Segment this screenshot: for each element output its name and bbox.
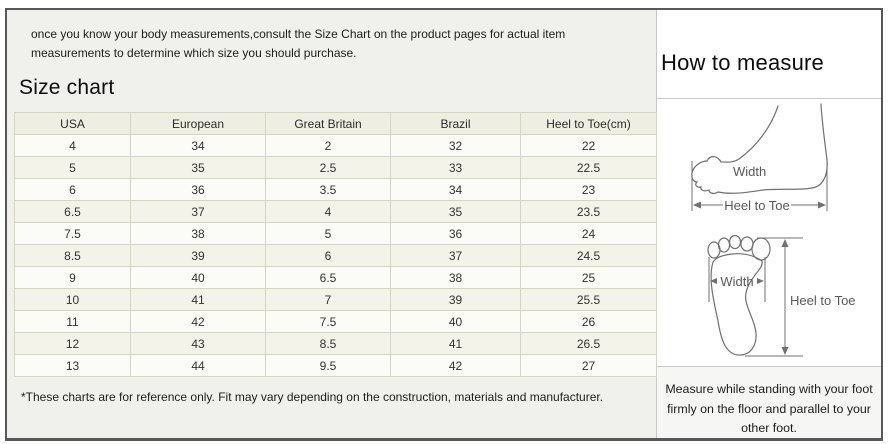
reference-footnote: *These charts are for reference only. Fi… — [21, 390, 604, 405]
size-cell: 12 — [14, 332, 131, 356]
size-cell: 9 — [14, 266, 131, 290]
size-chart-title: Size chart — [19, 76, 115, 100]
size-cell: 4 — [265, 200, 391, 224]
side-view-heel-to-toe-arrow — [691, 161, 828, 212]
footprint-heel-to-toe-arrow — [745, 237, 803, 357]
size-cell: 11 — [14, 310, 131, 334]
size-table-row: 8.5 39 6 37 24.5 — [14, 244, 657, 268]
size-cell: 38 — [130, 222, 266, 246]
size-cell: 35 — [390, 200, 521, 224]
size-cell: 22 — [520, 134, 657, 158]
foot-side-view-drawing — [691, 103, 828, 195]
size-cell: 9.5 — [265, 354, 391, 378]
size-cell: 39 — [390, 288, 521, 312]
size-cell: 7.5 — [265, 310, 391, 334]
size-table: USA European Great Britain Brazil Heel to To… — [14, 112, 657, 378]
size-cell: 23.5 — [520, 200, 657, 224]
size-table-body: 4 34 2 32 22 5 35 2.5 33 22.5 6 36 3.5 34 23 6.5 37 4 35 23… — [14, 134, 657, 378]
size-cell: 42 — [390, 354, 521, 378]
footprint-width-arrow — [708, 257, 766, 303]
size-cell: 6 — [14, 178, 131, 202]
size-cell: 26 — [520, 310, 657, 334]
size-cell: 25.5 — [520, 288, 657, 312]
measure-instruction-note: Measure while standing with your foot fi… — [657, 367, 881, 438]
size-cell: 2.5 — [265, 156, 391, 180]
size-table-row: 12 43 8.5 41 26.5 — [14, 332, 657, 356]
size-table-row: 6 36 3.5 34 23 — [14, 178, 657, 202]
side-view-heel-to-toe-label: Heel to Toe — [724, 198, 790, 213]
size-cell: 35 — [130, 156, 266, 180]
measurement-diagrams: Width Heel to Toe — [657, 99, 881, 368]
size-table-row: 10 41 7 39 25.5 — [14, 288, 657, 312]
size-cell: 24 — [520, 222, 657, 246]
size-cell: 26.5 — [520, 332, 657, 356]
size-cell: 41 — [390, 332, 521, 356]
how-to-measure-title: How to measure — [661, 50, 824, 75]
size-column-header: Heel to Toe(cm) — [520, 112, 657, 136]
size-table-row: 4 34 2 32 22 — [14, 134, 657, 158]
size-cell: 2 — [265, 134, 391, 158]
side-view-width-label: Width — [733, 164, 766, 179]
size-cell: 13 — [14, 354, 131, 378]
size-cell: 23 — [520, 178, 657, 202]
size-cell: 40 — [390, 310, 521, 334]
size-column-header: European — [130, 112, 266, 136]
size-table-row: 11 42 7.5 40 26 — [14, 310, 657, 334]
size-table-row: 9 40 6.5 38 25 — [14, 266, 657, 290]
footprint-drawing — [707, 235, 771, 356]
size-cell: 25 — [520, 266, 657, 290]
size-cell: 27 — [520, 354, 657, 378]
size-chart-section: once you know your body measurements,con… — [7, 10, 657, 438]
size-cell: 24.5 — [520, 244, 657, 268]
size-cell: 10 — [14, 288, 131, 312]
size-table-row: 6.5 37 4 35 23.5 — [14, 200, 657, 224]
size-cell: 7 — [265, 288, 391, 312]
size-column-header: USA — [14, 112, 131, 136]
size-table-row: 13 44 9.5 42 27 — [14, 354, 657, 378]
size-cell: 22.5 — [520, 156, 657, 180]
size-cell: 5 — [265, 222, 391, 246]
size-cell: 34 — [390, 178, 521, 202]
size-cell: 37 — [130, 200, 266, 224]
how-to-measure-header: How to measure — [657, 10, 881, 100]
size-cell: 7.5 — [14, 222, 131, 246]
size-cell: 8.5 — [14, 244, 131, 268]
size-cell: 44 — [130, 354, 266, 378]
footprint-heel-to-toe-label: Heel to Toe — [790, 293, 856, 308]
size-column-header: Great Britain — [265, 112, 391, 136]
intro-text: once you know your body measurements,con… — [31, 27, 566, 61]
size-cell: 6.5 — [14, 200, 131, 224]
size-cell: 39 — [130, 244, 266, 268]
size-column-header: Brazil — [390, 112, 521, 136]
size-cell: 4 — [14, 134, 131, 158]
size-cell: 33 — [390, 156, 521, 180]
size-cell: 8.5 — [265, 332, 391, 356]
size-cell: 37 — [390, 244, 521, 268]
size-cell: 42 — [130, 310, 266, 334]
size-cell: 6.5 — [265, 266, 391, 290]
size-cell: 36 — [390, 222, 521, 246]
size-cell: 43 — [130, 332, 266, 356]
foot-measurement-illustration: Width Heel to Toe — [691, 103, 856, 357]
size-cell: 5 — [14, 156, 131, 180]
size-cell: 6 — [265, 244, 391, 268]
size-table-header: USA European Great Britain Brazil Heel to To… — [14, 112, 657, 136]
size-guide-panel: once you know your body measurements,con… — [5, 8, 883, 441]
size-cell: 3.5 — [265, 178, 391, 202]
how-to-measure-section: How to measure Width Heel to Toe — [657, 10, 881, 438]
size-cell: 40 — [130, 266, 266, 290]
size-cell: 34 — [130, 134, 266, 158]
size-table-row: 5 35 2.5 33 22.5 — [14, 156, 657, 180]
size-cell: 41 — [130, 288, 266, 312]
size-table-row: 7.5 38 5 36 24 — [14, 222, 657, 246]
size-cell: 36 — [130, 178, 266, 202]
size-cell: 32 — [390, 134, 521, 158]
footprint-width-label: Width — [720, 274, 753, 289]
size-cell: 38 — [390, 266, 521, 290]
